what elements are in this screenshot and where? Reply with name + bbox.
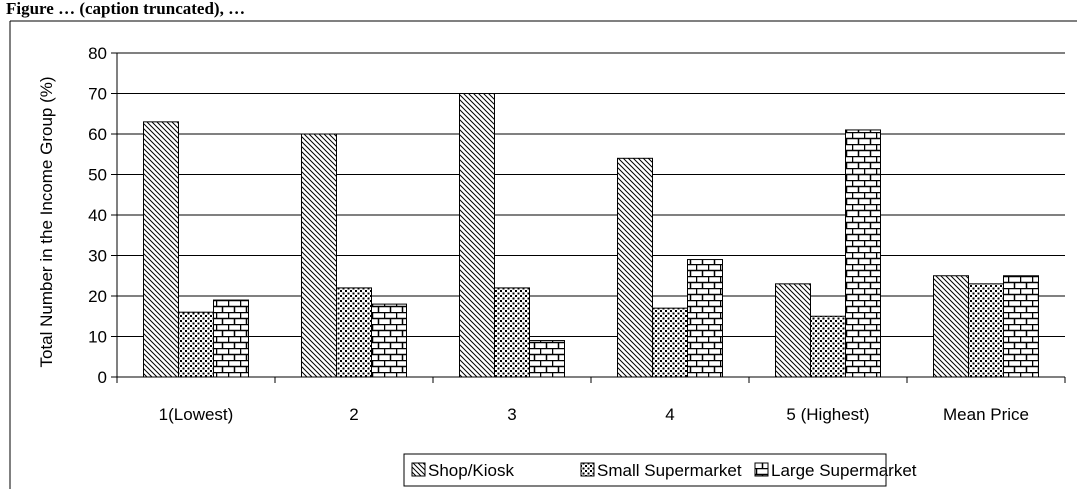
x-tick-label: 3 — [507, 405, 516, 424]
x-tick-label: Mean Price — [943, 405, 1029, 424]
bar-shop-kiosk — [143, 121, 179, 378]
bar-large-supermarket — [529, 340, 565, 378]
x-tick-label: 1(Lowest) — [159, 405, 234, 424]
bar-shop-kiosk — [775, 283, 811, 378]
x-tick-label: 2 — [349, 405, 358, 424]
bar-small-supermarket — [968, 283, 1004, 378]
y-tick-label: 80 — [88, 44, 107, 63]
y-tick-label: 30 — [88, 247, 107, 266]
bar-small-supermarket — [810, 315, 846, 378]
figure-heading-fragment: Figure … (caption truncated), … — [6, 0, 245, 18]
bar-large-supermarket — [213, 299, 249, 378]
bar-small-supermarket — [494, 287, 530, 378]
bar-small-supermarket — [178, 311, 214, 378]
bar-large-supermarket — [1003, 275, 1039, 378]
legend-swatch — [411, 462, 426, 477]
bar-large-supermarket — [687, 259, 723, 378]
legend-label: Large Supermarket — [771, 461, 917, 480]
legend: Shop/Kiosk Small Supermarket Large Superma… — [403, 453, 917, 487]
y-tick-label: 10 — [88, 328, 107, 347]
bar-small-supermarket — [652, 307, 688, 378]
y-axis: 0 10 20 30 40 50 60 70 80 — [88, 44, 118, 387]
bar-shop-kiosk — [617, 157, 653, 378]
x-tick-label: 5 (Highest) — [786, 405, 869, 424]
bar-shop-kiosk — [301, 133, 337, 378]
grid — [117, 52, 1065, 337]
legend-swatch — [754, 462, 769, 477]
bars — [143, 93, 1039, 378]
bar-shop-kiosk — [459, 93, 495, 378]
bar-large-supermarket — [845, 129, 881, 378]
x-tick-label: 4 — [665, 405, 674, 424]
legend-label: Shop/Kiosk — [428, 461, 514, 480]
bar-small-supermarket — [336, 287, 372, 378]
y-tick-label: 50 — [88, 166, 107, 185]
bar-shop-kiosk — [933, 275, 969, 378]
x-axis: 1(Lowest) 2 3 4 5 (Highest) Mean Price — [116, 376, 1066, 424]
y-tick-label: 40 — [88, 206, 107, 225]
y-tick-label: 70 — [88, 85, 107, 104]
legend-box — [403, 453, 887, 487]
y-tick-label: 60 — [88, 125, 107, 144]
y-axis-title: Total Number in the Income Group (%) — [37, 76, 56, 367]
legend-label: Small Supermarket — [597, 461, 742, 480]
legend-swatch — [580, 462, 595, 477]
y-tick-label: 0 — [98, 368, 107, 387]
bar-large-supermarket — [371, 303, 407, 378]
y-tick-label: 20 — [88, 287, 107, 306]
